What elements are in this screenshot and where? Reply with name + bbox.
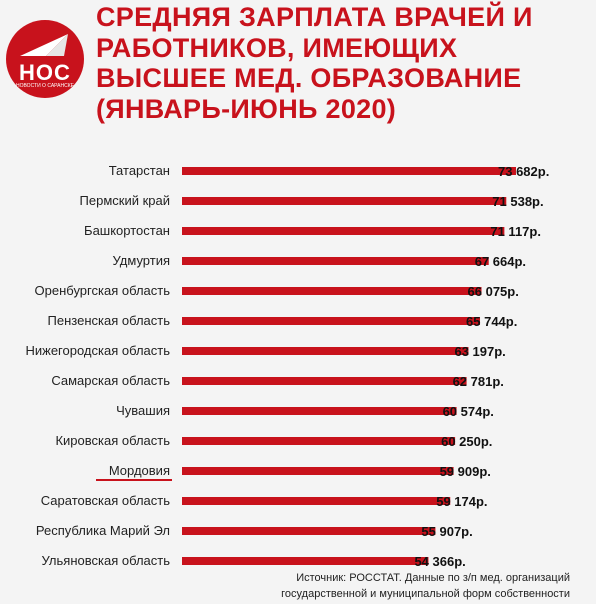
category-label: Башкортостан (84, 223, 170, 238)
category-label: Нижегородская область (25, 343, 170, 358)
category-label: Ульяновская область (42, 553, 171, 568)
category-label: Пермский край (80, 193, 170, 208)
value-label: 60 574р. (443, 404, 494, 419)
bar (182, 227, 505, 235)
value-label: 71 538р. (492, 194, 543, 209)
title-line: СРЕДНЯЯ ЗАРПЛАТА ВРАЧЕЙ И (96, 2, 533, 32)
logo-text: НОС (19, 60, 71, 85)
category-label: Мордовия (109, 463, 170, 478)
category-label: Оренбургская область (35, 283, 171, 298)
value-label: 73 682р. (498, 164, 549, 179)
value-label: 67 664р. (475, 254, 526, 269)
value-label: 59 909р. (440, 464, 491, 479)
value-label: 66 075р. (468, 284, 519, 299)
category-label: Пензенская область (48, 313, 171, 328)
source-line: Источник: РОССТАТ. Данные по з/п мед. ор… (296, 572, 570, 584)
logo-subtitle: НОВОСТИ О САРАНСКЕ (16, 83, 74, 89)
value-label: 54 366р. (414, 554, 465, 569)
category-label: Чувашия (116, 403, 170, 418)
value-label: 71 117р. (490, 224, 541, 239)
bar (182, 497, 451, 505)
bar (182, 407, 457, 415)
value-label: 59 174р. (436, 494, 487, 509)
title-line: ВЫСШЕЕ МЕД. ОБРАЗОВАНИЕ (96, 63, 522, 93)
value-label: 63 197р. (454, 344, 505, 359)
value-label: 60 250р. (441, 434, 492, 449)
highlight-underline (96, 479, 172, 481)
bar (182, 437, 456, 445)
title-line: РАБОТНИКОВ, ИМЕЮЩИХ (96, 32, 458, 63)
bar (182, 167, 516, 175)
source-line: государственной и муниципальной форм соб… (281, 588, 570, 600)
bar (182, 257, 489, 265)
bar (182, 317, 481, 325)
logo-arrow-icon (20, 34, 68, 56)
category-label: Татарстан (109, 163, 170, 178)
value-label: 55 907р. (421, 524, 472, 539)
value-label: 65 744р. (466, 314, 517, 329)
bar (182, 527, 436, 535)
source-note: Источник: РОССТАТ. Данные по з/п мед. ор… (180, 570, 570, 602)
chart-title: СРЕДНЯЯ ЗАРПЛАТА ВРАЧЕЙ И РАБОТНИКОВ, ИМ… (96, 2, 592, 124)
category-label: Удмуртия (113, 253, 170, 268)
bar (182, 467, 454, 475)
bar (182, 197, 507, 205)
title-line: (ЯНВАРЬ-ИЮНЬ 2020) (96, 93, 397, 124)
value-label: 62 781р. (453, 374, 504, 389)
logo: НОС НОВОСТИ О САРАНСКЕ (6, 20, 84, 98)
bar (182, 557, 429, 565)
category-label: Кировская область (55, 433, 170, 448)
category-label: Самарская область (51, 373, 170, 388)
category-label: Саратовская область (41, 493, 170, 508)
bar (182, 377, 467, 385)
bar (182, 287, 482, 295)
bar (182, 347, 469, 355)
category-label: Республика Марий Эл (36, 523, 170, 538)
